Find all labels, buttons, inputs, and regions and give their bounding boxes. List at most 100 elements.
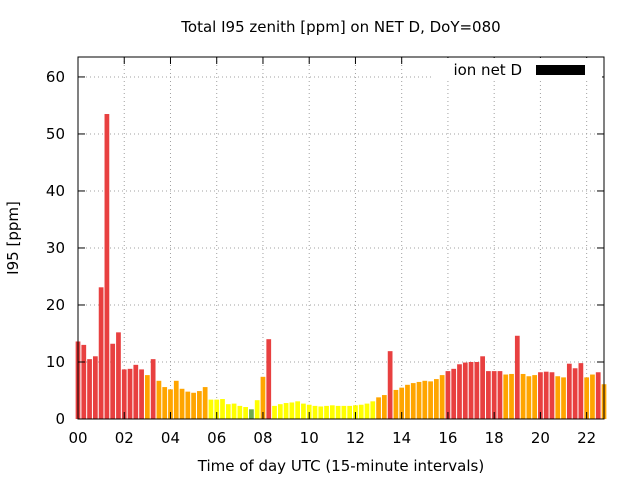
bar — [514, 335, 520, 419]
bar — [208, 399, 214, 419]
bar — [81, 344, 87, 419]
bar — [457, 364, 462, 419]
y-tick-label: 0 — [55, 410, 65, 428]
bar — [289, 402, 295, 419]
bar — [509, 373, 514, 419]
bar — [191, 392, 196, 419]
bar — [358, 404, 364, 419]
legend: ion net D — [432, 58, 602, 80]
legend-swatch — [536, 65, 585, 75]
bar — [260, 376, 266, 419]
bar — [179, 388, 185, 419]
x-tick-label: 10 — [300, 429, 319, 447]
y-tick-label: 20 — [46, 296, 65, 314]
y-tick-label: 50 — [46, 125, 65, 143]
bar — [468, 361, 474, 419]
bar — [347, 405, 353, 419]
bar — [249, 409, 254, 419]
chart-title: Total I95 zenith [ppm] on NET D, DoY=080 — [180, 18, 500, 36]
bar — [214, 399, 220, 419]
bar — [173, 380, 179, 419]
bar — [595, 372, 601, 419]
bar — [98, 287, 104, 419]
bar — [341, 405, 347, 419]
bar — [116, 332, 121, 419]
bar — [139, 369, 144, 419]
bar — [399, 387, 405, 419]
bar — [121, 369, 127, 419]
x-tick-label: 06 — [207, 429, 226, 447]
bar — [150, 359, 156, 419]
x-tick-label: 18 — [485, 429, 504, 447]
bar — [225, 404, 231, 419]
bar — [110, 343, 116, 419]
x-tick-label: 20 — [531, 429, 550, 447]
bar — [532, 375, 538, 419]
bar — [254, 400, 260, 419]
bar — [538, 372, 543, 419]
bar — [503, 374, 509, 419]
bar — [364, 403, 370, 419]
bar — [526, 376, 532, 419]
bar — [555, 376, 561, 419]
legend-label: ion net D — [453, 61, 522, 79]
bar — [324, 405, 329, 419]
bar — [335, 405, 341, 419]
bar-series — [75, 114, 607, 419]
bar — [197, 391, 202, 419]
x-tick-label: 14 — [392, 429, 411, 447]
bar — [410, 383, 416, 419]
bar — [572, 368, 578, 419]
bar — [520, 373, 526, 419]
bar — [283, 403, 289, 419]
x-tick-label: 08 — [253, 429, 272, 447]
bar — [543, 371, 549, 419]
y-axis-label: I95 [ppm] — [4, 201, 22, 275]
x-tick-label: 16 — [438, 429, 457, 447]
bar — [144, 375, 150, 419]
axes: 0 10 20 30 40 50 60 00 02 04 06 08 10 12 14 16 18 20 22 — [46, 57, 604, 447]
y-tick-label: 10 — [46, 353, 65, 371]
bar — [387, 351, 393, 419]
bar — [306, 404, 312, 419]
x-tick-label: 04 — [161, 429, 180, 447]
plot-frame — [77, 56, 605, 420]
bar — [87, 359, 92, 419]
x-tick-label: 00 — [68, 429, 87, 447]
bar — [376, 397, 381, 419]
bar — [381, 395, 387, 419]
bar — [561, 377, 566, 419]
bar — [549, 372, 555, 419]
bar — [451, 368, 457, 419]
bar — [474, 361, 480, 419]
bar — [295, 401, 301, 419]
bar — [393, 389, 399, 419]
bar — [329, 405, 335, 419]
bar — [590, 374, 595, 419]
bar — [486, 371, 491, 419]
bar — [220, 399, 225, 419]
bar — [422, 380, 428, 419]
y-tick-label: 40 — [46, 182, 65, 200]
grid-lines — [78, 57, 604, 419]
bar — [243, 407, 248, 419]
y-tick-label: 30 — [46, 239, 65, 257]
bar — [416, 381, 422, 419]
bar — [104, 114, 110, 419]
bar — [168, 389, 173, 419]
bar — [202, 387, 208, 419]
bar — [439, 375, 445, 419]
bar — [301, 403, 306, 419]
bar — [445, 371, 451, 419]
x-axis-label: Time of day UTC (15-minute intervals) — [197, 457, 484, 475]
x-tick-label: 22 — [577, 429, 596, 447]
bar — [497, 371, 503, 419]
bar — [237, 405, 243, 419]
bar — [480, 356, 485, 419]
bar — [277, 404, 283, 419]
bar — [428, 381, 433, 419]
x-tick-label: 02 — [115, 429, 134, 447]
bar — [156, 380, 162, 419]
bar — [133, 364, 139, 419]
